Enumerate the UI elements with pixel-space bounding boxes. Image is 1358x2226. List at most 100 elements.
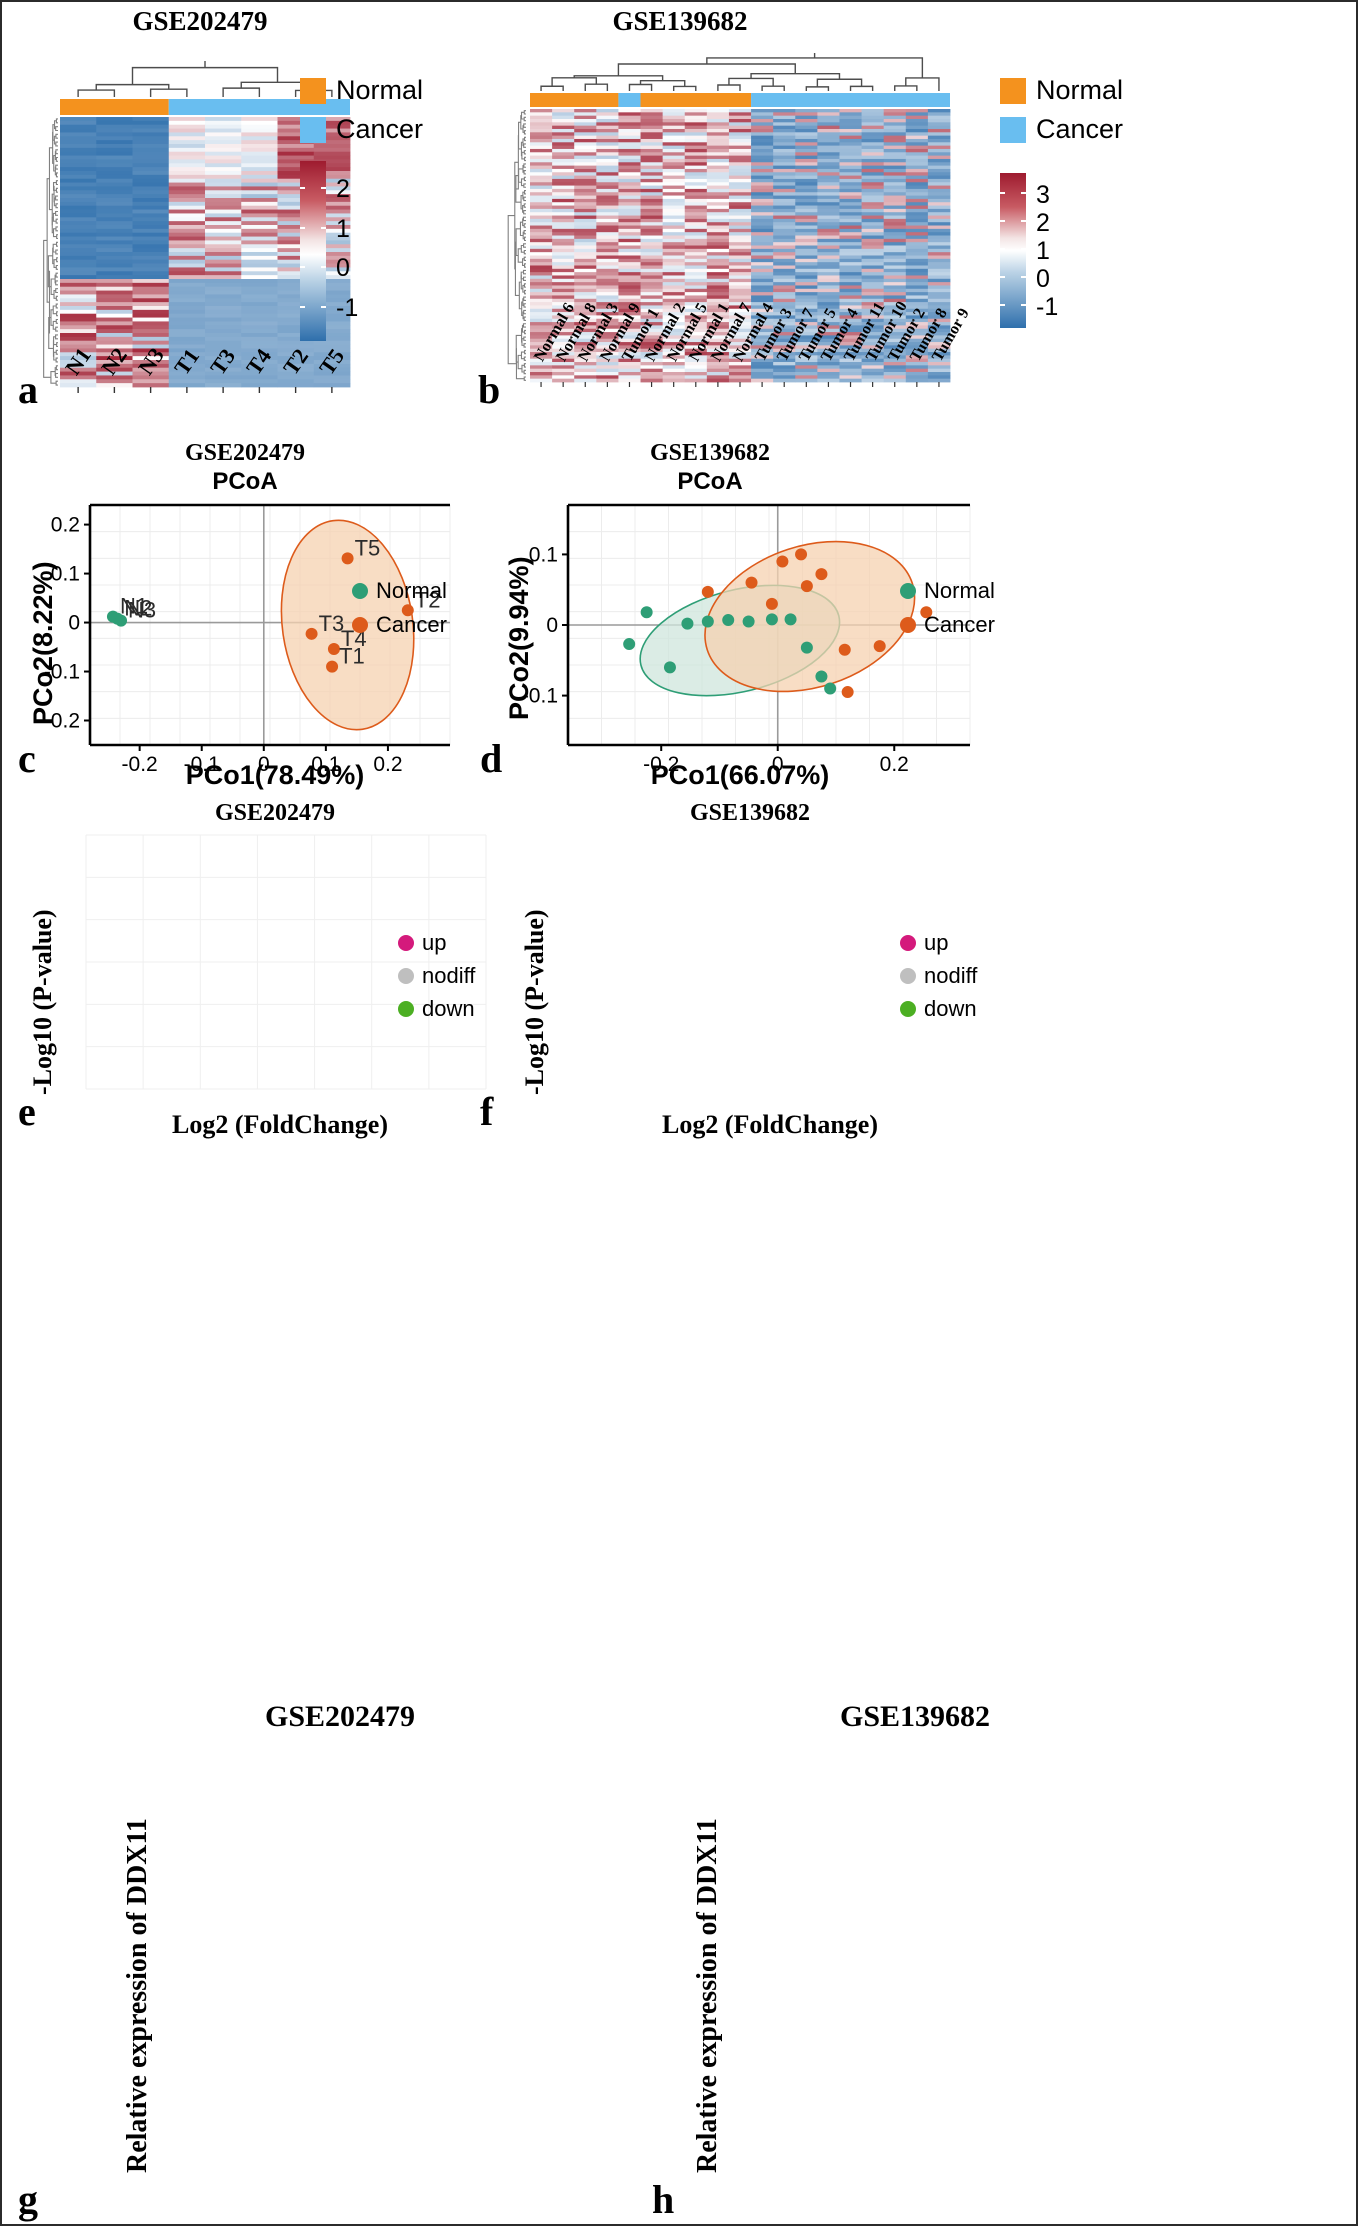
axis-tick-label: -0.2	[122, 753, 158, 776]
pcoa-point-normal	[681, 617, 694, 630]
panel-c-title-line2: PCoA	[212, 467, 278, 495]
cancer-color-swatch	[300, 116, 326, 143]
pcoa-point-cancer	[401, 604, 414, 617]
volcano-e-plot	[85, 834, 487, 1090]
panel-d-title-line2: PCoA	[677, 467, 743, 495]
column-dendrogram-a	[77, 61, 333, 97]
bar-h-plot	[680, 1734, 1110, 2204]
axis-tick-label: 0	[772, 753, 784, 776]
pcoa-c-legend-cancer: Cancer	[352, 612, 447, 638]
pcoa-point-label: T1	[339, 644, 365, 669]
pcoa-point-normal	[800, 641, 813, 654]
pcoa-c-legend-cancer-label: Cancer	[376, 612, 447, 637]
panel-h: GSE139682	[680, 1700, 1110, 2220]
pcoa-c-legend-normal: Normal	[352, 578, 447, 604]
normal-dot-icon	[900, 583, 916, 599]
volcano-e-legend-down: down	[398, 996, 475, 1022]
axis-tick-label: 0.1	[311, 753, 340, 776]
volcano-f-xlabel-wrap: Log2 (FoldChange)	[620, 1110, 920, 1140]
pcoa-point-normal	[815, 670, 828, 683]
pcoa-point-normal	[623, 638, 636, 651]
axis-tick-label: 0	[68, 612, 80, 635]
axis-tick-label: 0.2	[373, 753, 402, 776]
panel-label-d: d	[480, 736, 503, 781]
colorbar-b-tick-0: 0	[1036, 265, 1050, 293]
pcoa-c-ylabel-wrap: PCo2(8.22%)	[0, 535, 58, 725]
legend-label-cancer: Cancer	[1036, 114, 1124, 144]
panel-label-h: h	[652, 2177, 675, 2222]
legend-item-normal-b: Normal	[1000, 75, 1170, 106]
axis-tick-label: 0	[258, 753, 270, 776]
heatmap-a-xlabels: N1 N2 N3 T1 T3 T4 T2 T5	[60, 343, 350, 421]
panel-e: GSE202479	[20, 800, 500, 1130]
volcano-e-legend-up: up	[398, 930, 475, 956]
panel-b: GSE139682 Normal 6 Normal 8 Normal 3 Normal…	[470, 6, 1030, 426]
pcoa-point-cancer	[795, 548, 808, 561]
confidence-ellipse-Cancer	[280, 519, 415, 731]
column-dendrogram-b	[540, 53, 940, 91]
panel-label-b: b	[478, 367, 501, 412]
panel-c-title: GSE202479 PCoA	[80, 440, 410, 495]
panel-label-e: e	[18, 1089, 36, 1134]
colorbar-a-tick-1: 1	[336, 215, 350, 243]
axis-tick-label: -0.2	[44, 710, 80, 733]
bar-g-plot	[110, 1734, 530, 2204]
panel-b-title: GSE139682	[612, 6, 748, 36]
panel-label-f: f	[480, 1089, 494, 1134]
row-dendrogram-a	[43, 118, 58, 386]
pcoa-d-xlabel-wrap: PCo1(66.07%)	[590, 760, 890, 791]
panel-a-title: GSE202479	[132, 6, 268, 36]
pcoa-d-ylabel-wrap: PCo2(9.94%)	[476, 540, 534, 720]
down-dot-icon	[398, 1001, 414, 1017]
pcoa-point-normal	[722, 614, 735, 627]
axis-tick-label: -0.1	[44, 661, 80, 684]
pcoa-d-ylabel: PCo2(9.94%)	[504, 556, 534, 720]
panel-d-title: GSE139682 PCoA	[520, 440, 900, 495]
pcoa-c-legend-normal-label: Normal	[376, 578, 447, 603]
down-dot-icon	[900, 1001, 916, 1017]
panel-h-title: GSE139682	[839, 1700, 991, 1733]
pcoa-point-normal	[824, 682, 837, 695]
nodiff-dot-icon	[398, 968, 414, 984]
pcoa-point-label: N1	[120, 594, 148, 619]
nodiff-dot-icon	[900, 968, 916, 984]
volcano-f-legend-up-label: up	[924, 930, 949, 955]
axis-tick-label: -0.1	[522, 685, 558, 708]
colorbar-a-tick-neg1: -1	[336, 294, 359, 322]
volcano-f-legend-down: down	[900, 996, 977, 1022]
pcoa-point-cancer	[326, 660, 339, 673]
colorbar-b-tick-neg1: -1	[1036, 293, 1059, 321]
pcoa-d-plot: -0.2 0 0.2 -0.1 0 0.1	[522, 503, 971, 776]
legend-item-cancer-a: Cancer	[300, 114, 460, 145]
legend-label-normal: Normal	[336, 75, 424, 105]
pcoa-point-cancer	[701, 586, 714, 599]
pcoa-point-cancer	[341, 552, 354, 565]
colorbar-a: 2 1 0 -1	[300, 161, 460, 341]
colorbar-b-tick-1: 1	[1036, 237, 1050, 265]
pcoa-point-label: T5	[355, 536, 381, 561]
pcoa-point-cancer	[765, 598, 778, 611]
legend-item-cancer-b: Cancer	[1000, 114, 1170, 145]
volcano-e-legend-nodiff: nodiff	[398, 963, 475, 989]
pcoa-d-legend-normal-label: Normal	[924, 578, 995, 603]
colorbar-b-gradient	[1000, 173, 1026, 328]
pcoa-d-legend-normal: Normal	[900, 578, 995, 604]
panel-label-c: c	[18, 736, 36, 781]
pcoa-point-normal	[784, 613, 797, 626]
volcano-e-legend-nodiff-label: nodiff	[422, 963, 476, 988]
up-dot-icon	[900, 935, 916, 951]
volcano-f-xlabel: Log2 (FoldChange)	[662, 1110, 878, 1139]
pcoa-d-legend-cancer: Cancer	[900, 612, 995, 638]
pcoa-point-cancer	[327, 643, 340, 656]
pcoa-point-cancer	[745, 576, 758, 589]
pcoa-point-cancer	[800, 580, 813, 593]
volcano-e-xlabel: Log2 (FoldChange)	[172, 1110, 388, 1139]
volcano-e-ylabel-wrap: -Log10 (P-value)	[0, 890, 57, 1095]
normal-color-swatch	[300, 77, 326, 104]
volcano-f-legend-up: up	[900, 930, 977, 956]
cancer-color-swatch	[1000, 116, 1026, 143]
pcoa-point-label: T2	[415, 587, 441, 612]
panel-c: GSE202479 PCoA -0.2 -0.1 0 0.1 0.2 -0.2 -0.1 0 0…	[20, 440, 480, 790]
volcano-f-legend-nodiff: nodiff	[900, 963, 977, 989]
